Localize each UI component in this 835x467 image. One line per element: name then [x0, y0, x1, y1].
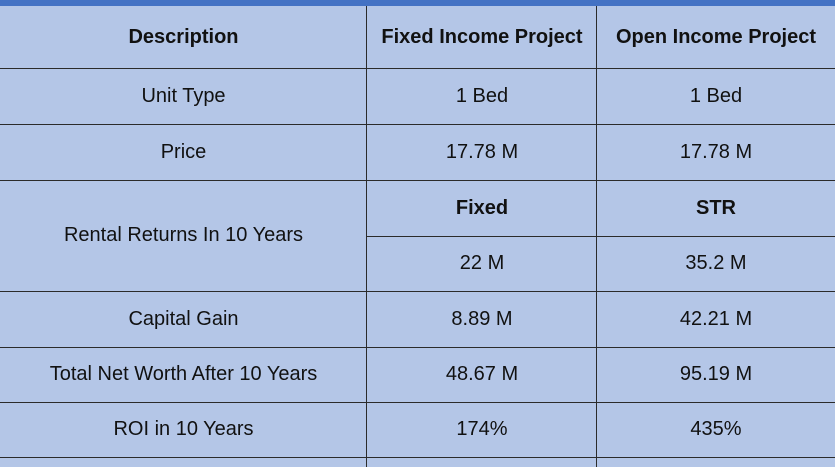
price-fixed: 17.78 M [445, 140, 519, 163]
row-divider [0, 68, 835, 69]
header-fixed-income-project: Fixed Income Project [381, 25, 583, 48]
capital-gain-open: 42.21 M [679, 307, 753, 330]
column-divider-1 [366, 6, 367, 467]
rental-subheader-str: STR [696, 196, 736, 219]
row-divider [0, 457, 835, 458]
capital-gain-fixed: 8.89 M [451, 307, 513, 330]
comparison-table: Description Fixed Income Project Open In… [0, 6, 835, 467]
unit-type-open: 1 Bed [689, 84, 743, 107]
header-description: Description [128, 25, 239, 48]
unit-type-fixed: 1 Bed [455, 84, 509, 107]
row-divider [0, 291, 835, 292]
row-label-rental-returns: Rental Returns In 10 Years [63, 224, 304, 246]
row-divider [0, 180, 835, 181]
row-divider [0, 124, 835, 125]
roi-open: 435% [690, 418, 742, 440]
table-top-border [0, 0, 835, 6]
row-divider [0, 402, 835, 403]
row-label-roi: ROI in 10 Years [113, 418, 254, 440]
rental-returns-open: 35.2 M [685, 252, 747, 274]
rental-returns-fixed: 22 M [459, 252, 505, 274]
row-divider [367, 236, 835, 237]
price-open: 17.78 M [679, 140, 753, 163]
row-label-total-net-worth: Total Net Worth After 10 Years [49, 363, 318, 385]
row-label-capital-gain: Capital Gain [128, 307, 239, 330]
total-net-worth-fixed: 48.67 M [445, 363, 519, 385]
header-open-income-project: Open Income Project [615, 25, 817, 48]
roi-fixed: 174% [456, 418, 508, 440]
total-net-worth-open: 95.19 M [679, 363, 753, 385]
row-label-price: Price [160, 140, 207, 163]
rental-subheader-fixed: Fixed [455, 196, 509, 219]
row-divider [0, 347, 835, 348]
row-label-unit-type: Unit Type [141, 84, 226, 107]
